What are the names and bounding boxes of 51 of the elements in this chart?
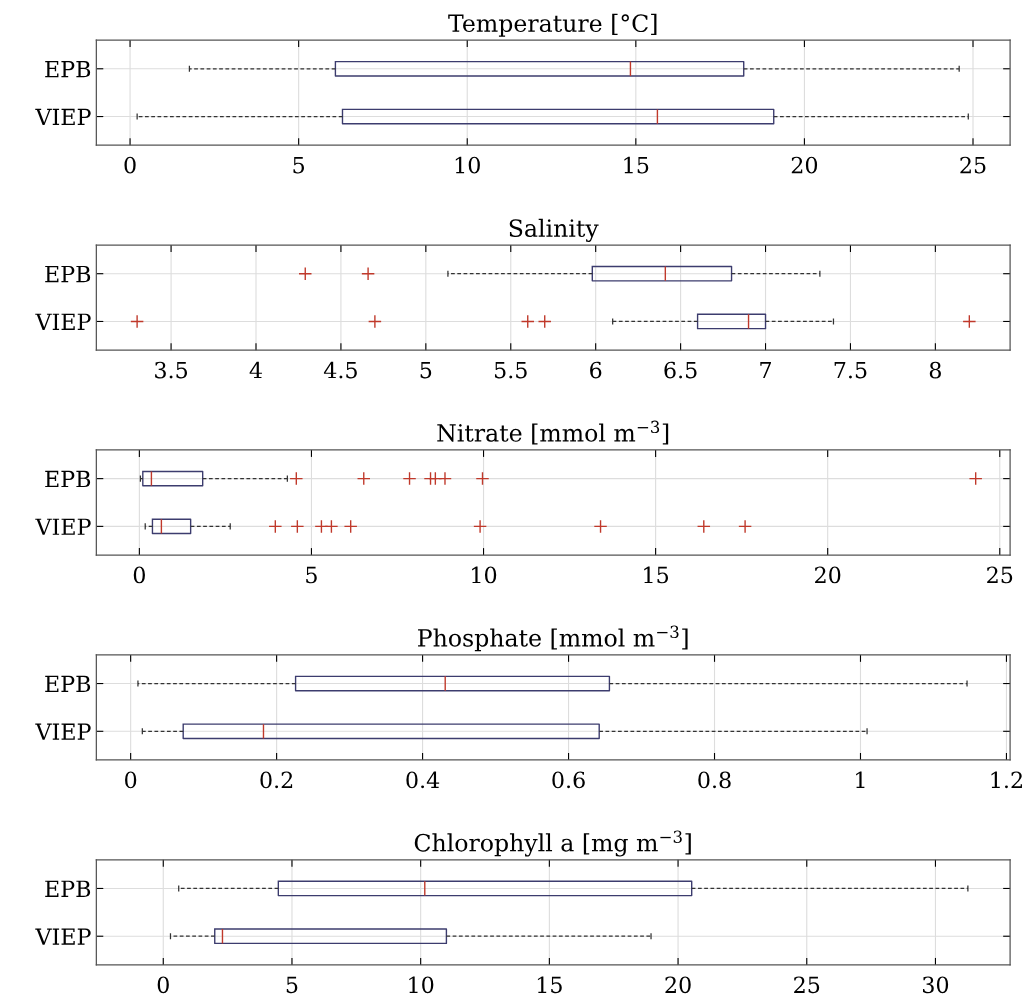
x-tick-label: 15: [624, 156, 649, 174]
x-tick-label: 15: [537, 976, 562, 994]
x-tick-label: 5: [286, 976, 298, 994]
x-tick-label: 0.8: [698, 771, 731, 789]
x-tick-label: 0: [133, 566, 145, 584]
y-tick-label: EPB: [45, 880, 91, 897]
x-tick-label: 4: [249, 361, 262, 379]
x-tick-label: 25: [987, 566, 1013, 584]
x-tick-label: 5: [293, 157, 305, 174]
chart-title: Phosphate [mmol m$^{−3}$]: [418, 625, 688, 652]
y-tick-label: VIEP: [35, 928, 91, 945]
x-tick-label: 10: [472, 566, 497, 584]
x-tick-label: 0: [124, 156, 136, 174]
x-tick-label: 0.2: [260, 771, 293, 789]
chart-title: Temperature [°C]: [448, 13, 657, 37]
x-tick-label: 0: [157, 976, 169, 994]
chart-title: Salinity: [509, 218, 599, 242]
y-tick-label: EPB: [45, 675, 91, 692]
x-tick-label: 0.6: [552, 771, 585, 789]
x-tick-label: 0: [125, 771, 137, 789]
x-tick-label: 7.5: [834, 361, 867, 379]
x-tick-label: 6.5: [664, 361, 697, 379]
x-tick-label: 20: [815, 566, 841, 584]
x-tick-label: 20: [665, 976, 691, 994]
x-tick-label: 1: [856, 771, 865, 788]
x-tick-label: 10: [409, 976, 434, 994]
x-tick-label: 5: [306, 566, 317, 584]
y-tick-label: EPB: [45, 265, 91, 283]
y-tick-label: VIEP: [35, 518, 91, 535]
x-tick-label: 6: [590, 361, 602, 379]
chart-title: Nitrate [mmol m$^{−3}$]: [437, 420, 669, 445]
x-tick-label: 30: [923, 976, 949, 994]
y-tick-label: VIEP: [35, 313, 91, 330]
x-tick-label: 5: [420, 361, 432, 379]
y-tick-label: VIEP: [35, 723, 91, 740]
x-tick-label: 0.4: [406, 771, 440, 789]
x-tick-label: 4.5: [323, 361, 357, 379]
x-tick-label: 25: [794, 976, 820, 994]
x-tick-label: 25: [960, 156, 986, 174]
x-tick-label: 15: [644, 566, 669, 584]
y-tick-label: EPB: [45, 470, 91, 488]
chart-title: Chlorophyll a [mg m$^{−3}$]: [414, 830, 691, 857]
x-tick-label: 10: [455, 156, 480, 174]
x-tick-label: 7: [760, 361, 771, 379]
x-tick-label: 5.5: [494, 361, 527, 379]
x-tick-label: 3.5: [155, 361, 188, 379]
x-tick-label: 8: [929, 361, 941, 379]
x-tick-label: 20: [791, 156, 818, 174]
x-tick-label: 1.2: [991, 771, 1022, 789]
y-tick-label: EPB: [45, 61, 91, 78]
y-tick-label: VIEP: [35, 108, 91, 125]
